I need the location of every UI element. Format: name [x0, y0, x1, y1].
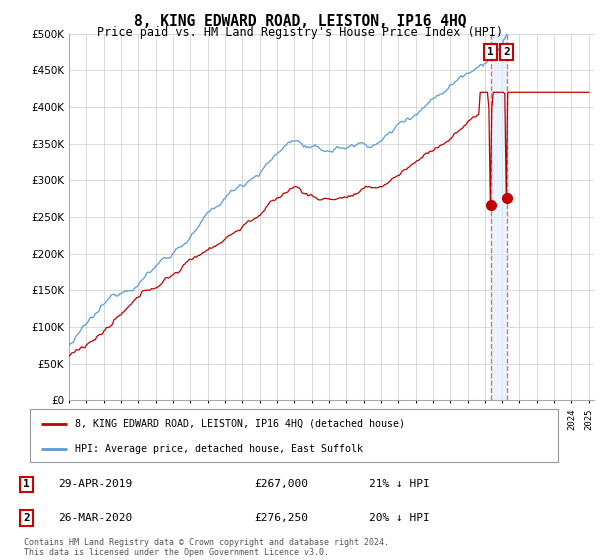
- Text: 8, KING EDWARD ROAD, LEISTON, IP16 4HQ: 8, KING EDWARD ROAD, LEISTON, IP16 4HQ: [134, 14, 466, 29]
- Text: 26-MAR-2020: 26-MAR-2020: [58, 513, 133, 523]
- Text: 2: 2: [503, 47, 510, 57]
- Text: 20% ↓ HPI: 20% ↓ HPI: [369, 513, 430, 523]
- Text: 1: 1: [23, 479, 30, 489]
- Text: 1: 1: [487, 47, 494, 57]
- Text: 21% ↓ HPI: 21% ↓ HPI: [369, 479, 430, 489]
- Text: Contains HM Land Registry data © Crown copyright and database right 2024.
This d: Contains HM Land Registry data © Crown c…: [24, 538, 389, 557]
- Text: 8, KING EDWARD ROAD, LEISTON, IP16 4HQ (detached house): 8, KING EDWARD ROAD, LEISTON, IP16 4HQ (…: [75, 419, 405, 429]
- Text: £267,000: £267,000: [254, 479, 308, 489]
- Text: £276,250: £276,250: [254, 513, 308, 523]
- Bar: [491, 34, 506, 400]
- Text: HPI: Average price, detached house, East Suffolk: HPI: Average price, detached house, East…: [75, 444, 363, 454]
- Text: Price paid vs. HM Land Registry's House Price Index (HPI): Price paid vs. HM Land Registry's House …: [97, 26, 503, 39]
- Text: 29-APR-2019: 29-APR-2019: [58, 479, 133, 489]
- Text: 2: 2: [23, 513, 30, 523]
